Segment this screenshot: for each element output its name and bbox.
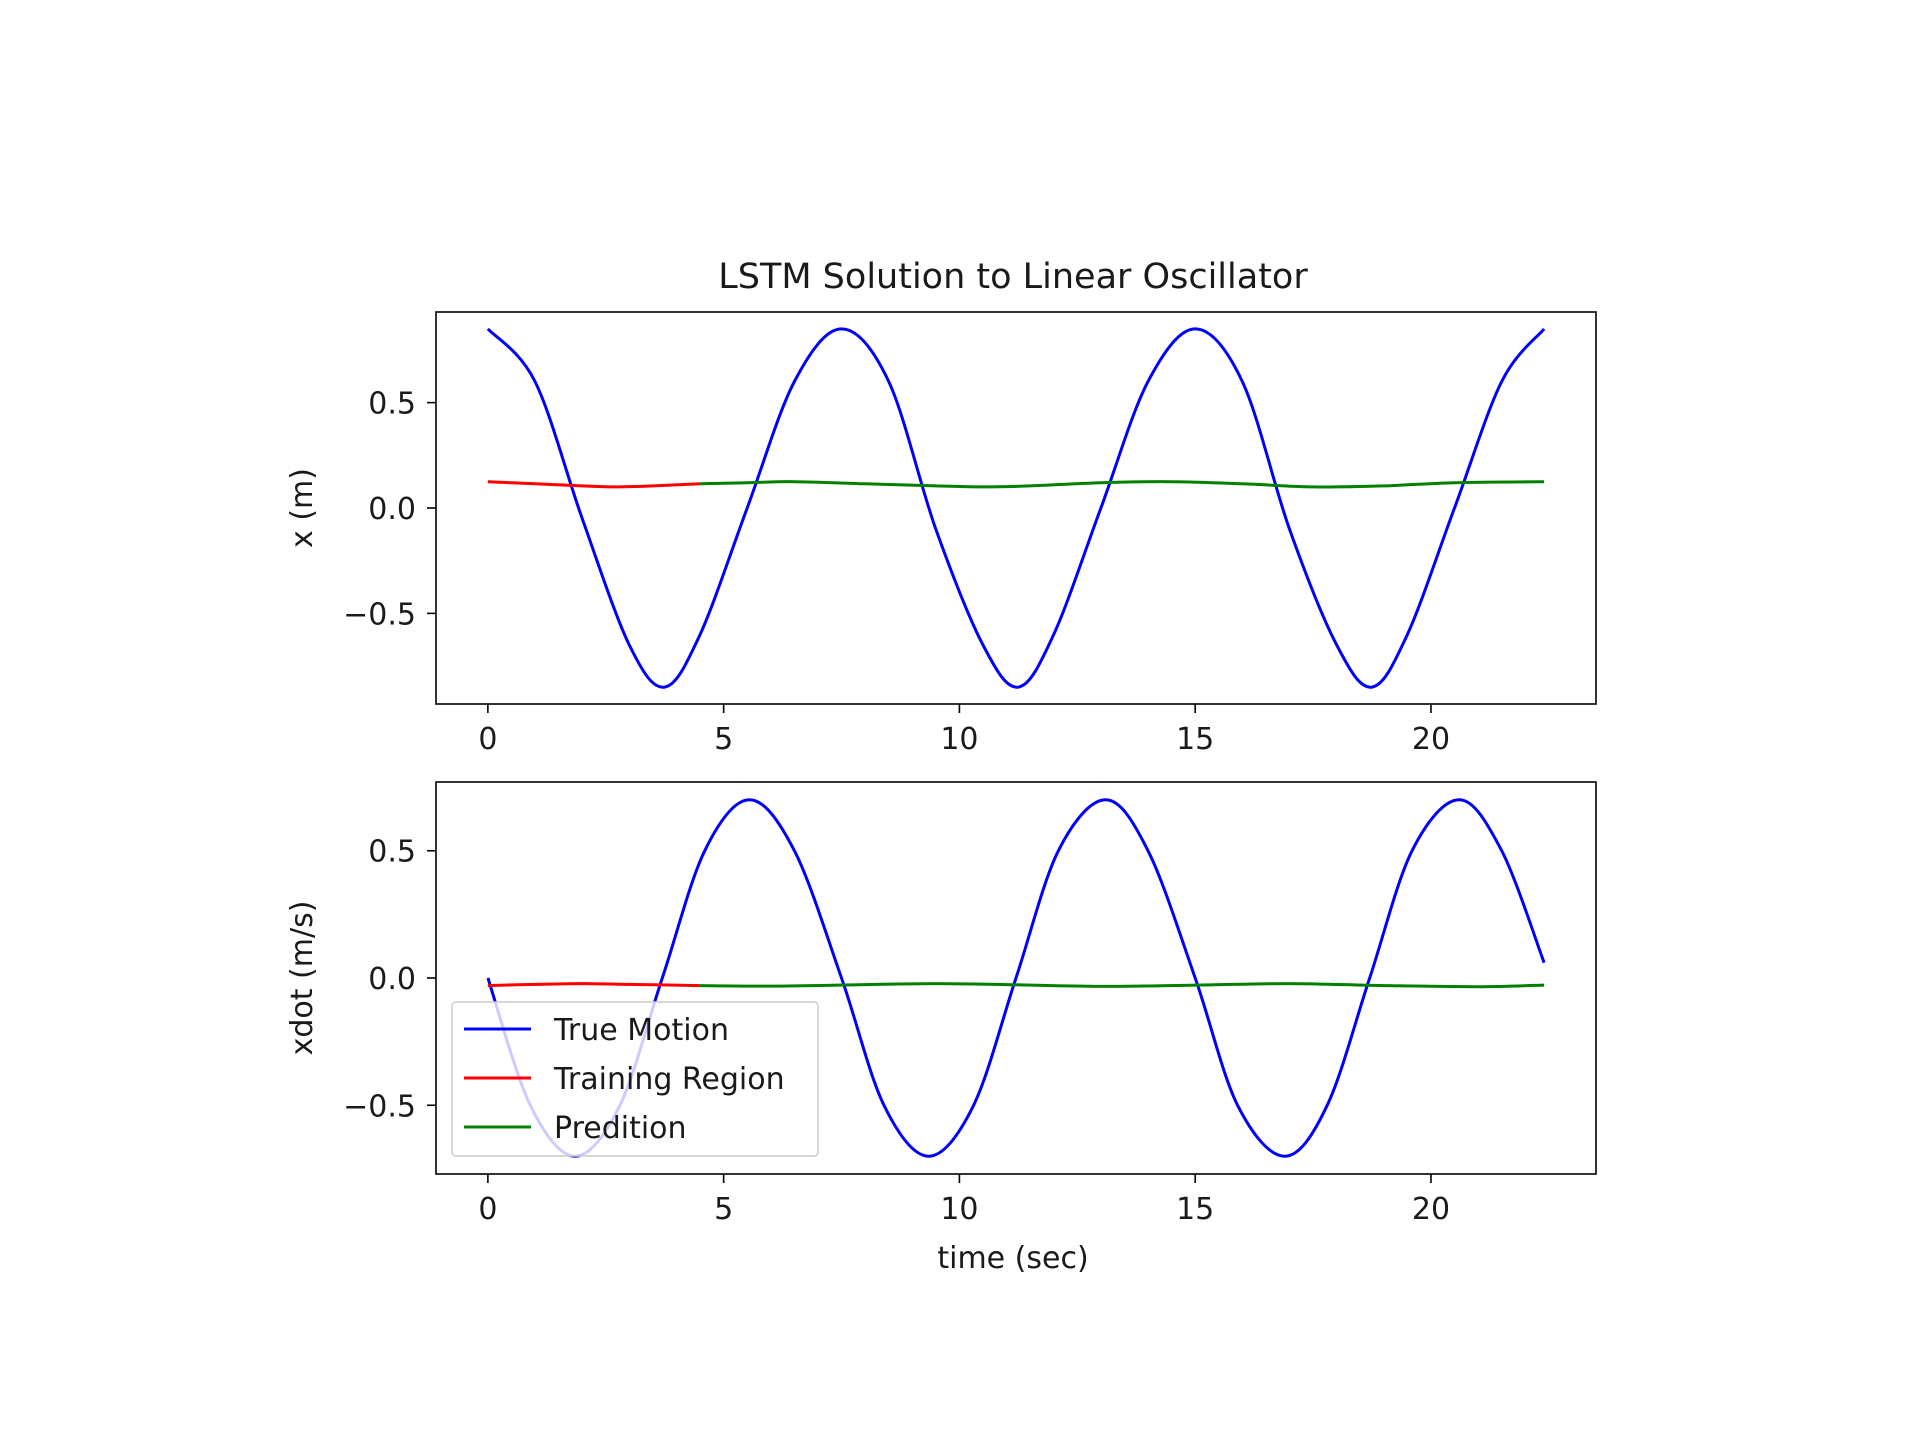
velocity-series-training-region-line [488,984,700,986]
position-series-training-region-line [488,482,700,487]
x-tick-label: 10 [940,1192,978,1227]
legend-label-training-region: Training Region [553,1062,785,1097]
y-tick-label: 0.0 [368,492,416,527]
legend: True Motion Training Region Predition [452,1002,818,1156]
x-tick-label: 15 [1176,722,1214,757]
velocity-y-axis-label: xdot (m/s) [285,901,320,1056]
x-tick-label: 10 [940,722,978,757]
x-tick-label: 0 [478,1192,497,1227]
x-tick-label: 15 [1176,1192,1214,1227]
position-series-prediction-line [700,482,1544,487]
y-tick-label: −0.5 [343,1089,416,1124]
velocity-series-prediction-line [700,984,1544,987]
position-subplot: 0 5 10 15 20 0.5 0.0 −0.5 x (m) [285,312,1596,757]
y-tick-label: 0.0 [368,962,416,997]
position-plot-frame [436,312,1596,704]
x-tick-label: 5 [714,722,733,757]
y-tick-label: 0.5 [368,387,416,422]
chart-title: LSTM Solution to Linear Oscillator [718,257,1308,297]
position-axis-ticks: 0 5 10 15 20 0.5 0.0 −0.5 [343,387,1450,757]
legend-label-prediction: Predition [554,1111,687,1146]
position-series-group [488,329,1544,687]
legend-label-true-motion: True Motion [553,1013,729,1048]
x-tick-label: 5 [714,1192,733,1227]
x-axis-label: time (sec) [937,1241,1088,1276]
position-y-axis-label: x (m) [285,468,320,548]
y-tick-label: −0.5 [343,597,416,632]
x-tick-label: 20 [1412,722,1450,757]
x-tick-label: 20 [1412,1192,1450,1227]
x-tick-label: 0 [478,722,497,757]
position-series-true-motion-line [488,329,1544,687]
y-tick-label: 0.5 [368,835,416,870]
